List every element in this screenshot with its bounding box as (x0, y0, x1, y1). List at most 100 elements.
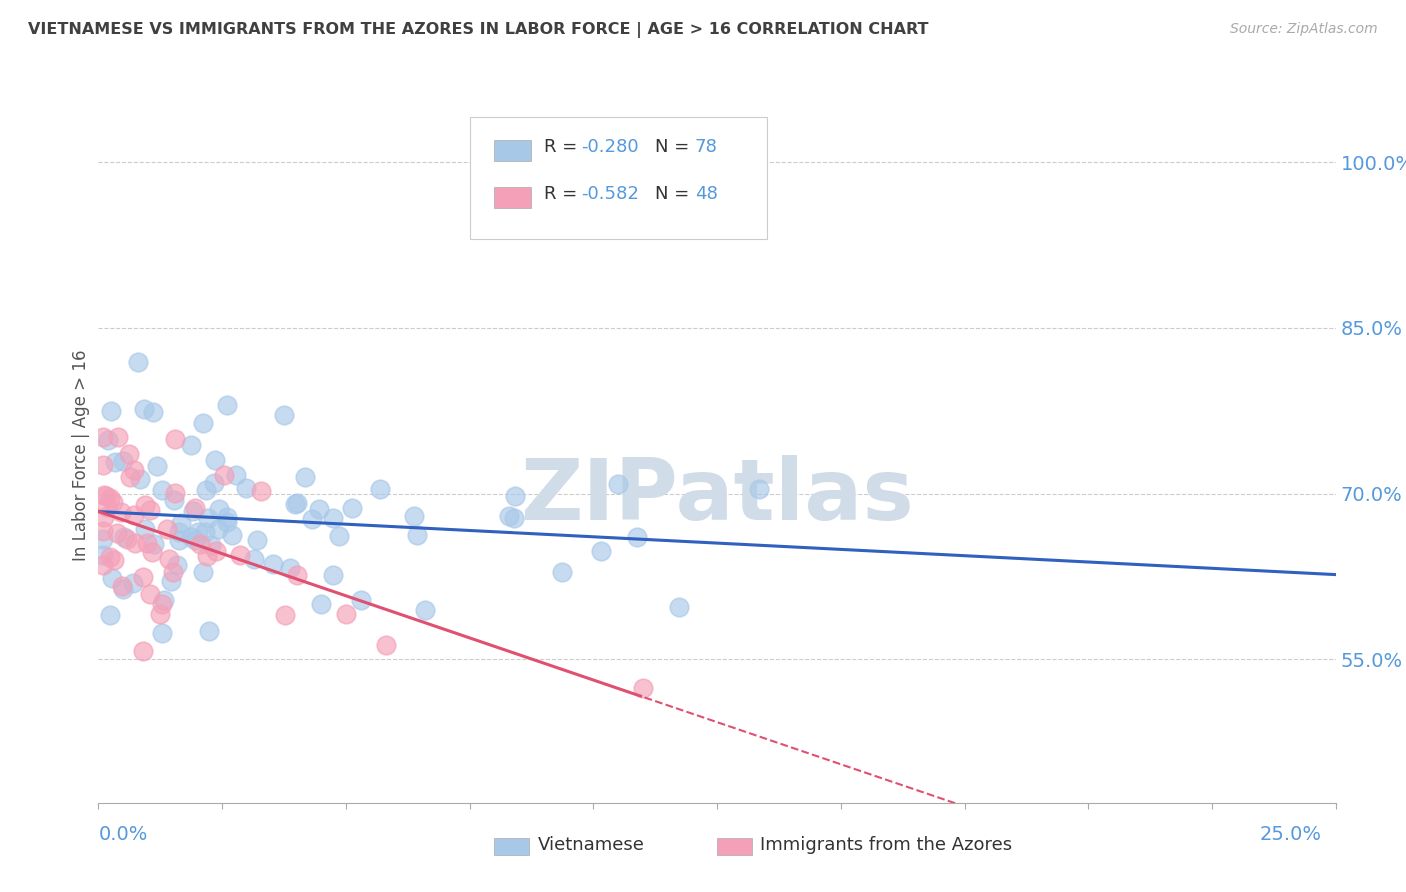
Point (120, 470, 142, 484)
Point (180, 438, 202, 452)
Text: 0.0%: 0.0% (98, 825, 148, 844)
Y-axis label: In Labor Force | Age > 16: In Labor Force | Age > 16 (72, 349, 90, 561)
Point (157, 552, 180, 566)
Point (93, 458, 115, 473)
FancyBboxPatch shape (495, 140, 531, 161)
Point (93, 510, 115, 524)
Point (221, 528, 243, 542)
Text: R =: R = (544, 185, 583, 203)
Point (205, 543, 228, 558)
Point (152, 483, 174, 498)
Point (207, 522, 229, 536)
Point (668, 599, 690, 614)
Point (198, 624, 221, 638)
Point (194, 525, 217, 540)
Point (150, 597, 173, 611)
Point (132, 643, 155, 657)
Point (103, 552, 125, 566)
Point (134, 522, 156, 536)
Point (246, 533, 269, 547)
Point (142, 404, 165, 418)
Point (294, 470, 316, 484)
Point (589, 543, 612, 558)
Point (162, 566, 184, 580)
Text: 25.0%: 25.0% (1260, 825, 1322, 844)
Point (143, 537, 166, 551)
Point (101, 571, 124, 585)
Point (156, 522, 179, 536)
Point (132, 570, 155, 584)
Point (278, 560, 301, 574)
Point (322, 568, 344, 582)
FancyBboxPatch shape (495, 187, 531, 208)
Text: -0.280: -0.280 (581, 138, 638, 156)
Point (132, 401, 155, 416)
Point (413, 603, 436, 617)
Point (215, 510, 238, 524)
FancyBboxPatch shape (717, 838, 752, 855)
Point (301, 512, 323, 526)
Point (127, 354, 149, 368)
Point (204, 453, 226, 467)
Point (160, 574, 183, 588)
Point (149, 607, 172, 622)
Point (93, 558, 115, 573)
Text: N =: N = (655, 185, 695, 203)
Text: Source: ZipAtlas.com: Source: ZipAtlas.com (1230, 22, 1378, 37)
Point (195, 483, 218, 498)
Point (163, 432, 186, 446)
Point (93, 548, 115, 562)
Text: 48: 48 (695, 185, 717, 203)
Point (631, 681, 654, 696)
Point (167, 533, 190, 547)
Point (104, 455, 127, 469)
Point (163, 486, 186, 500)
Point (349, 593, 371, 607)
Point (134, 498, 156, 512)
Point (235, 481, 257, 495)
FancyBboxPatch shape (495, 838, 529, 855)
Point (150, 625, 173, 640)
Point (262, 557, 284, 571)
Point (273, 408, 295, 422)
Point (225, 468, 247, 483)
Point (96, 500, 118, 514)
Point (284, 497, 307, 511)
Point (551, 565, 574, 579)
Point (197, 510, 219, 524)
Text: N =: N = (655, 138, 695, 156)
Point (124, 535, 146, 549)
Point (191, 416, 214, 430)
Point (138, 586, 160, 600)
Point (748, 482, 770, 496)
Text: -0.582: -0.582 (581, 185, 638, 203)
Point (112, 531, 135, 545)
Point (107, 430, 129, 444)
Point (191, 566, 214, 580)
Point (195, 549, 218, 564)
Point (105, 526, 128, 541)
Point (118, 448, 141, 462)
Point (122, 576, 145, 591)
Point (93, 532, 115, 546)
Point (152, 593, 174, 607)
Point (285, 568, 308, 582)
Point (93, 430, 115, 444)
Text: R =: R = (544, 138, 583, 156)
Point (328, 528, 350, 542)
Point (406, 528, 429, 542)
Point (170, 516, 193, 531)
Point (122, 508, 145, 523)
Point (202, 476, 225, 491)
Point (96, 489, 118, 503)
Point (208, 501, 231, 516)
Point (321, 511, 343, 525)
Point (98, 549, 121, 564)
Point (287, 495, 309, 509)
Point (166, 558, 188, 573)
Point (93, 488, 115, 502)
Point (101, 495, 124, 509)
Point (188, 537, 211, 551)
Point (180, 530, 202, 544)
Point (115, 533, 138, 547)
